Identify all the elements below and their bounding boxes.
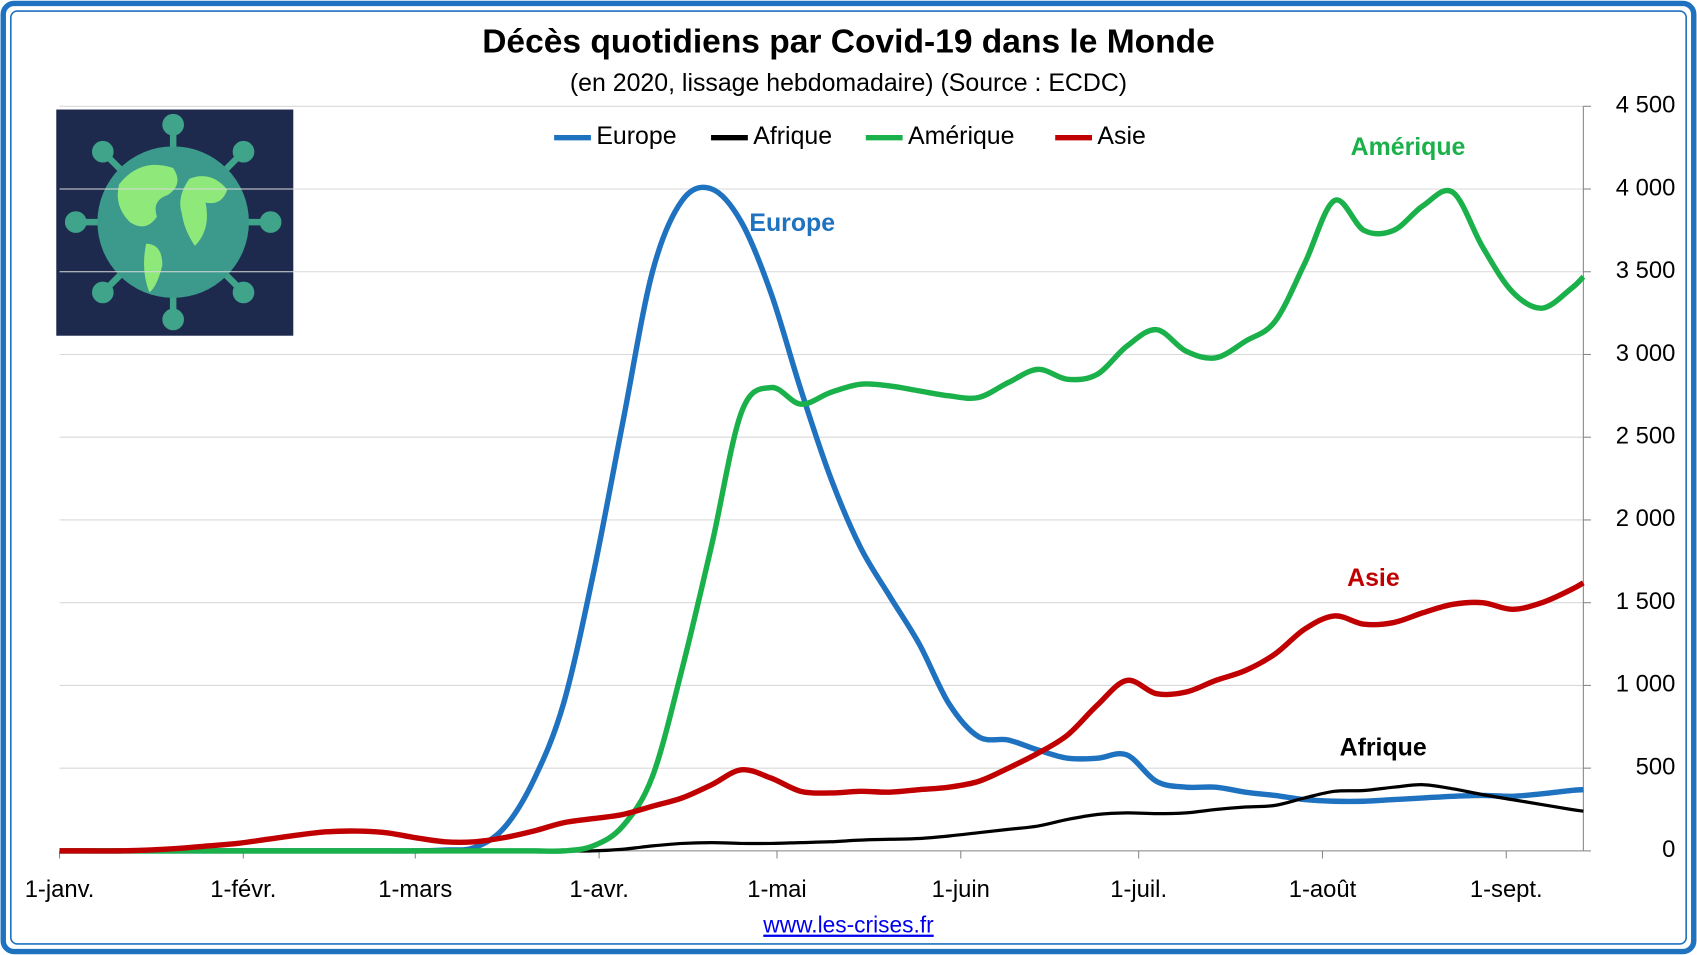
y-tick-label: 4 500: [1616, 92, 1676, 119]
legend-label: Afrique: [753, 122, 832, 150]
chart-subtitle: (en 2020, lissage hebdomadaire) (Source …: [570, 69, 1127, 97]
x-tick-label: 1-janv.: [25, 876, 95, 903]
series-line: [59, 580, 1585, 854]
y-tick-label: 0: [1662, 836, 1675, 863]
x-tick-label: 1-févr.: [210, 876, 276, 903]
y-tick-label: 4 000: [1616, 174, 1676, 201]
x-tick-label: 1-août: [1289, 876, 1357, 903]
y-tick-label: 1 000: [1616, 671, 1676, 698]
annotation: Europe: [749, 209, 835, 237]
inner-frame: [10, 10, 1687, 945]
y-tick-label: 3 000: [1616, 340, 1676, 367]
y-tick-label: 2 500: [1616, 422, 1676, 449]
source-link-text[interactable]: www.les-crises.fr: [762, 912, 934, 938]
x-tick-label: 1-mai: [747, 876, 807, 903]
globe-icon: [56, 109, 294, 336]
x-tick-label: 1-juil.: [1110, 876, 1167, 903]
y-tick-label: 1 500: [1616, 588, 1676, 615]
legend-label: Amérique: [908, 122, 1014, 150]
x-tick-label: 1-avr.: [569, 876, 629, 903]
x-tick-label: 1-juin: [932, 876, 990, 903]
legend-label: Europe: [596, 122, 676, 150]
annotation: Amérique: [1351, 133, 1466, 161]
annotation: Afrique: [1340, 734, 1427, 762]
legend-label: Asie: [1097, 122, 1145, 150]
y-tick-label: 3 500: [1616, 257, 1676, 284]
series-line: [59, 187, 1586, 854]
annotation: Asie: [1347, 564, 1400, 592]
x-tick-label: 1-sept.: [1470, 876, 1543, 903]
y-tick-label: 500: [1636, 753, 1676, 780]
x-tick-label: 1-mars: [378, 876, 452, 903]
source-link[interactable]: www.les-crises.fr: [762, 912, 934, 938]
chart-title: Décès quotidiens par Covid-19 dans le Mo…: [482, 23, 1215, 60]
y-tick-label: 2 000: [1616, 505, 1676, 532]
